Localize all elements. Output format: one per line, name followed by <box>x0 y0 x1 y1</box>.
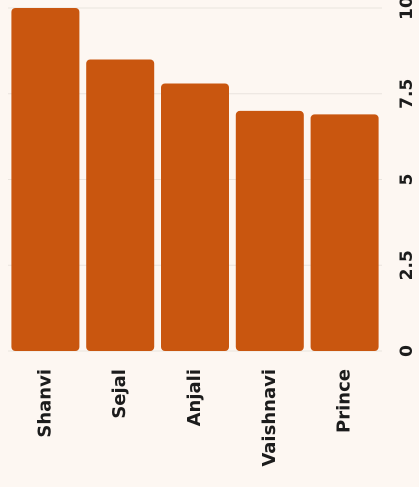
category-label: Shanvi <box>34 369 55 438</box>
bar-vaishnavi <box>235 110 304 352</box>
category-labels: Shanvi Sejal Anjali Vaishnavi Prince <box>34 369 354 467</box>
bars <box>11 8 379 352</box>
y-tick-label: 2.5 <box>397 250 417 280</box>
y-tick-label: 0 <box>397 345 417 357</box>
category-label: Sejal <box>109 369 130 419</box>
bar-anjali <box>161 83 229 352</box>
category-label: Anjali <box>184 369 205 426</box>
y-tick-label: 7.5 <box>397 79 417 109</box>
bar-prince <box>310 114 379 351</box>
category-label: Prince <box>334 369 355 433</box>
y-tick-label: 10 <box>397 0 417 20</box>
bar-shanvi <box>11 8 80 351</box>
bar-sejal <box>86 59 155 351</box>
category-label: Vaishnavi <box>259 369 280 467</box>
y-tick-label: 5 <box>397 174 417 186</box>
value-axis-ticks: 0 2.5 5 7.5 10 <box>397 0 417 357</box>
